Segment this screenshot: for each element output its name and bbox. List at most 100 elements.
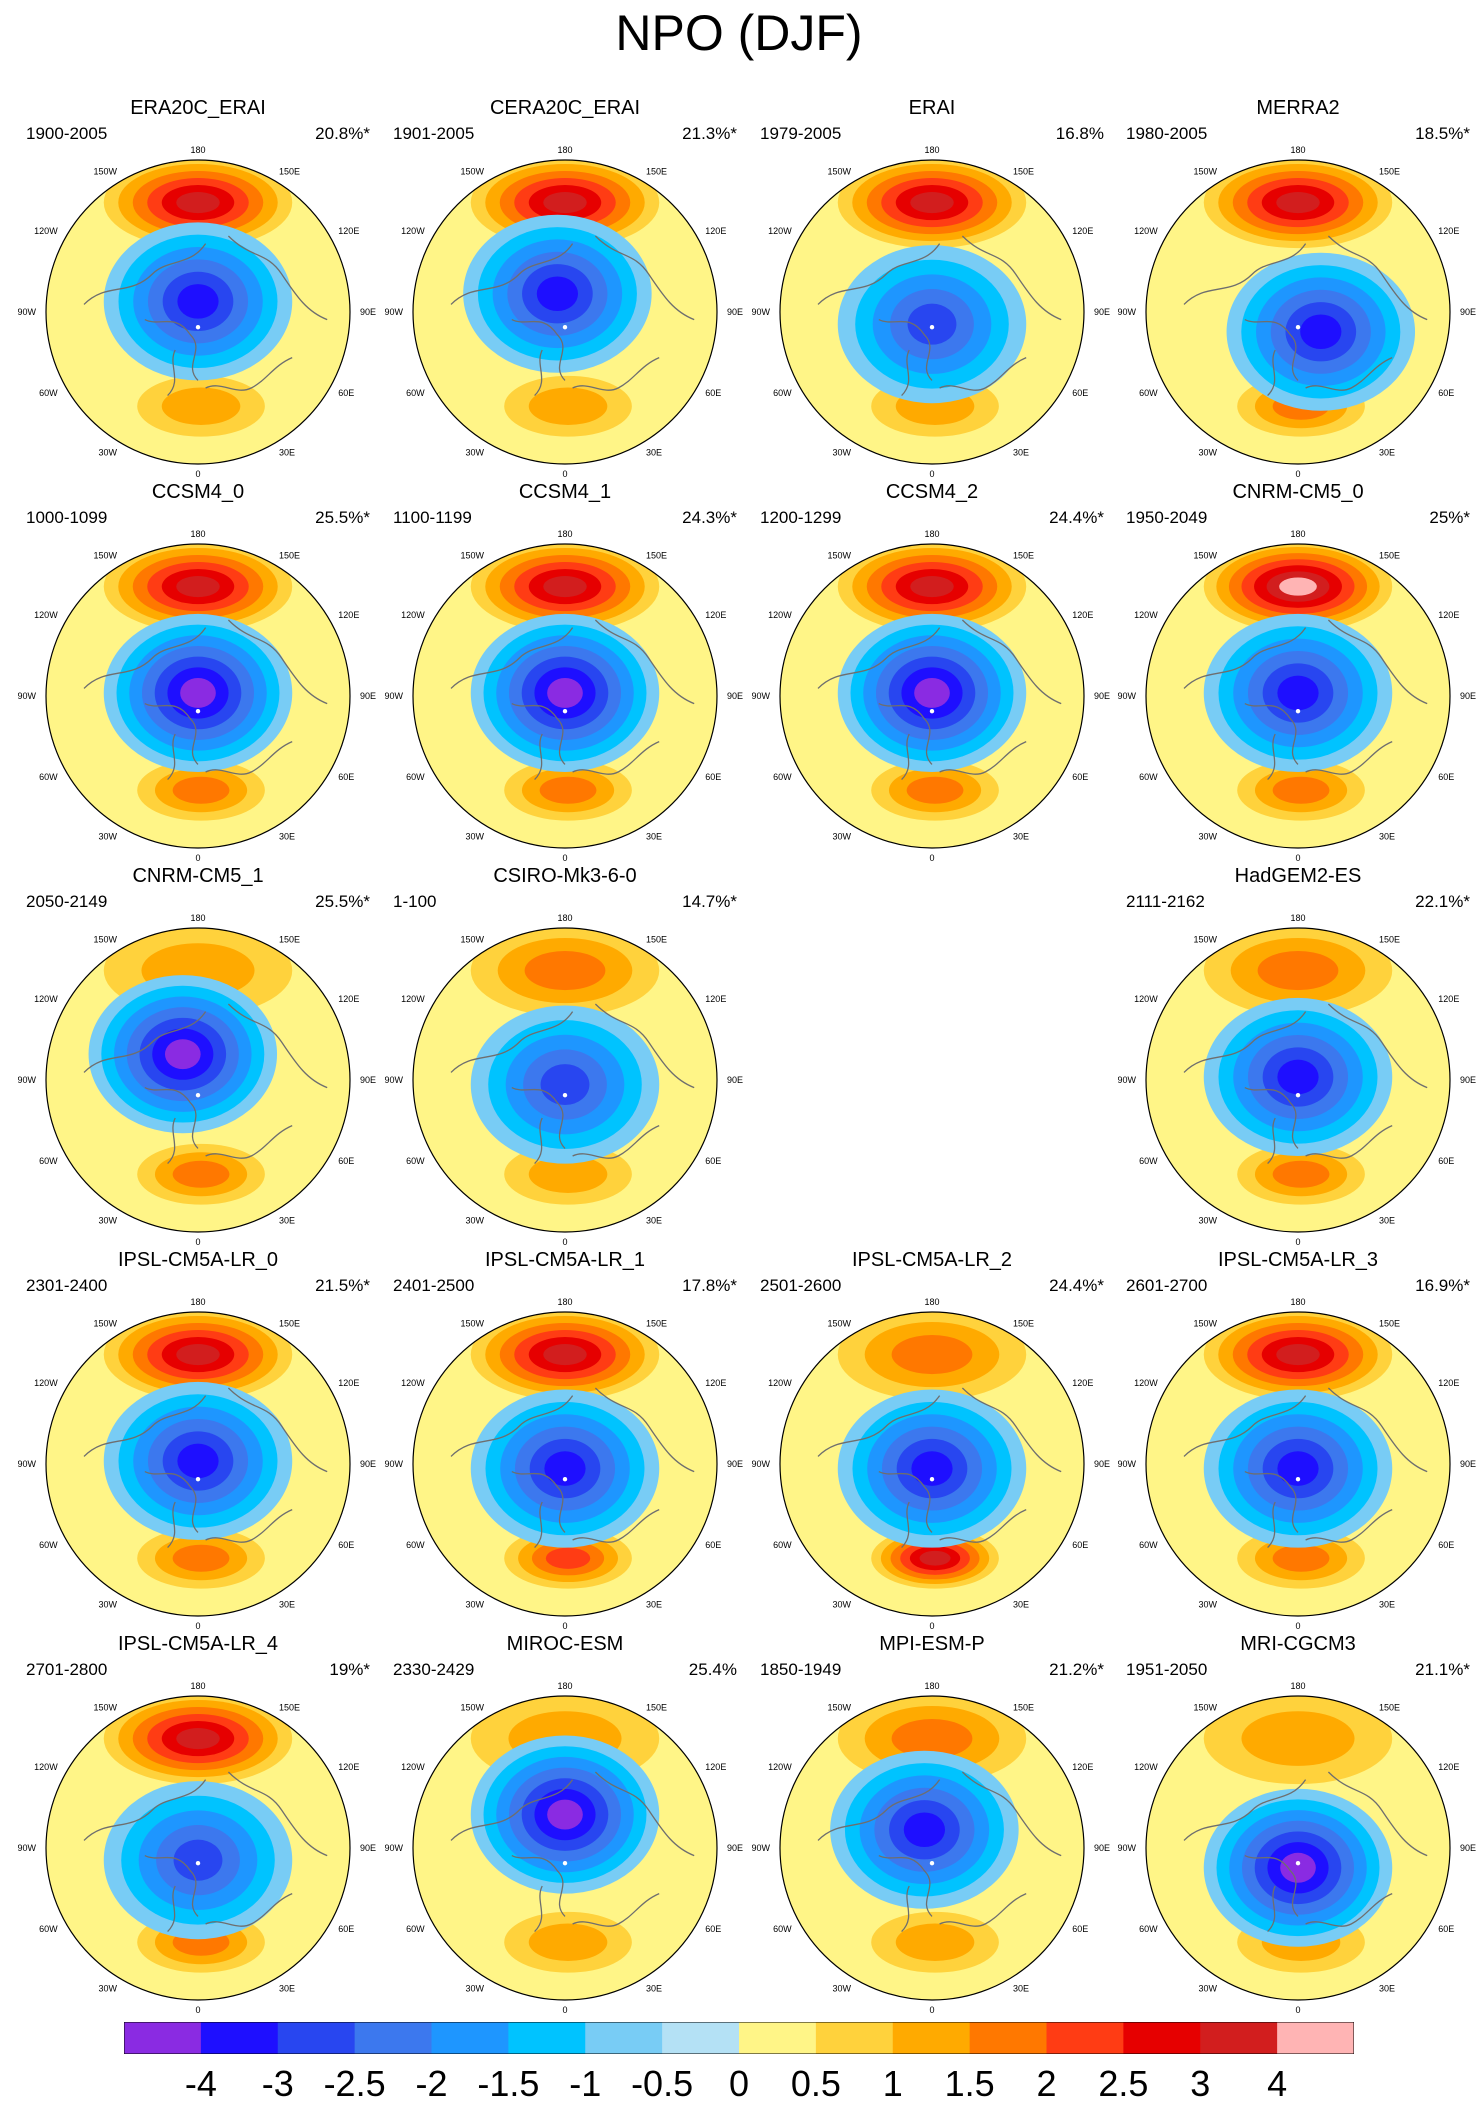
panel-title: CCSM4_1 [518,481,612,503]
coastline [205,1509,293,1543]
coastline [594,235,695,321]
panel-period: 1900-2005 [26,124,108,143]
arctic-anomaly-contour [547,678,583,708]
panel-variance: 19%* [329,1660,370,1679]
pacific-anomaly-contour [176,1344,220,1366]
longitude-label: 60E [705,388,721,398]
coastline [961,1387,1062,1473]
pacific-anomaly-contour [910,576,954,598]
map-panel: MPI-ESM-P 1850-1949 21.2%* 180 150E 120E 90E 60… [752,1632,1112,2032]
coastline [1327,619,1428,705]
map-boundary [412,1311,718,1617]
polar-map: 180 150E 120E 90E 60E 30E 0 30W 60W 90W 120W 150W [1118,1297,1476,1631]
coastline [572,1509,660,1543]
colorbar-swatch [662,2022,740,2054]
longitude-label: 90E [727,307,743,317]
coastline [1267,349,1276,397]
panel-period: 1-100 [393,892,437,911]
coastline [534,349,543,397]
longitude-label: 30W [98,1983,117,1993]
longitude-label: 120E [1438,1378,1459,1388]
longitude-label: 90W [1118,691,1136,701]
longitude-label: 180 [1290,145,1305,155]
longitude-label: 60E [338,1156,354,1166]
longitude-label: 0 [195,853,200,863]
coastline [450,627,574,689]
longitude-label: 180 [190,1681,205,1691]
longitude-label: 90W [752,1843,770,1853]
longitude-label: 60W [39,772,58,782]
coastline [1244,703,1299,765]
longitude-label: 150W [1193,551,1217,561]
panel-variance: 24.4%* [1049,508,1104,527]
coastline [205,1893,293,1927]
longitude-label: 60E [1438,1540,1454,1550]
longitude-label: 30E [279,1983,295,1993]
map-boundary [1145,543,1451,849]
panel-period: 2111-2162 [1126,892,1205,911]
longitude-label: 120E [338,226,359,236]
longitude-label: 60W [773,1540,792,1550]
coastline [1327,235,1428,321]
pole-marker [562,1477,568,1482]
coastline [572,1893,660,1927]
coastline [939,1893,1027,1927]
coastline [594,619,695,705]
longitude-label: 0 [195,1621,200,1631]
map-panel: CCSM4_2 1200-1299 24.4%* 180 150E 120E 90E 60E 3… [752,480,1112,880]
map-boundary [779,1695,1085,2001]
coastline [817,627,941,689]
panel-period: 2330-2429 [393,1660,475,1679]
polar-map: 180 150E 120E 90E 60E 30E 0 30W 60W 90W 120W 150W [752,145,1110,479]
map-panel: CSIRO-Mk3-6-0 1-100 14.7%* 180 150E 120E 90E 60… [385,864,745,1264]
longitude-label: 90W [1118,1843,1136,1853]
longitude-label: 0 [562,1621,567,1631]
coastline [901,1885,910,1933]
coastline [227,619,328,705]
coastline [1305,357,1393,391]
panel-title: HadGEM2-ES [1234,865,1362,887]
arctic-anomaly-contour [1277,675,1319,711]
map-panel: CERA20C_ERAI 1901-2005 21.3%* 180 150E 120E 90… [385,96,745,496]
arctic-anomaly-contour [911,1451,953,1486]
longitude-label: 180 [190,1297,205,1307]
longitude-label: 180 [557,145,572,155]
longitude-label: 60E [1438,1924,1454,1934]
coastline [144,1471,199,1533]
longitude-label: 120W [34,226,58,236]
longitude-label: 60W [406,772,425,782]
longitude-label: 30W [98,831,117,841]
coastline [901,1501,910,1549]
panel-period: 1980-2005 [1126,124,1208,143]
longitude-label: 30W [832,1983,851,1993]
longitude-label: 90W [385,307,403,317]
colorbar-swatch [508,2022,586,2054]
longitude-label: 90E [727,1075,743,1085]
pacific-anomaly-contour [1241,1711,1355,1766]
pacific-anomaly-contour [1257,951,1339,991]
panel-title: IPSL-CM5A-LR_1 [484,1249,646,1271]
colorbar-tick-label: -1.5 [477,2063,540,2104]
longitude-label: 120W [34,1378,58,1388]
longitude-label: 120W [768,226,792,236]
coastline [939,357,1027,391]
panel-variance: 18.5%* [1415,124,1470,143]
coastline [1305,741,1393,775]
longitude-label: 0 [1295,1237,1300,1247]
colorbar-tick-label: -1 [569,2063,602,2104]
longitude-label: 90W [385,1075,403,1085]
panel-period: 1000-1099 [26,508,108,527]
atlantic-anomaly-contour [161,387,241,425]
colorbar-tick-label: -4 [184,2063,217,2104]
longitude-label: 120E [1438,610,1459,620]
longitude-label: 120W [768,1762,792,1772]
longitude-label: 0 [562,2005,567,2015]
longitude-label: 120E [1438,1762,1459,1772]
panel-variance: 21.5%* [315,1276,370,1295]
longitude-label: 90E [1094,691,1110,701]
panel-title: CCSM4_0 [151,481,245,503]
colorbar-swatch [200,2022,279,2054]
longitude-label: 60E [705,1540,721,1550]
longitude-label: 120E [705,1762,726,1772]
map-boundary [45,543,351,849]
